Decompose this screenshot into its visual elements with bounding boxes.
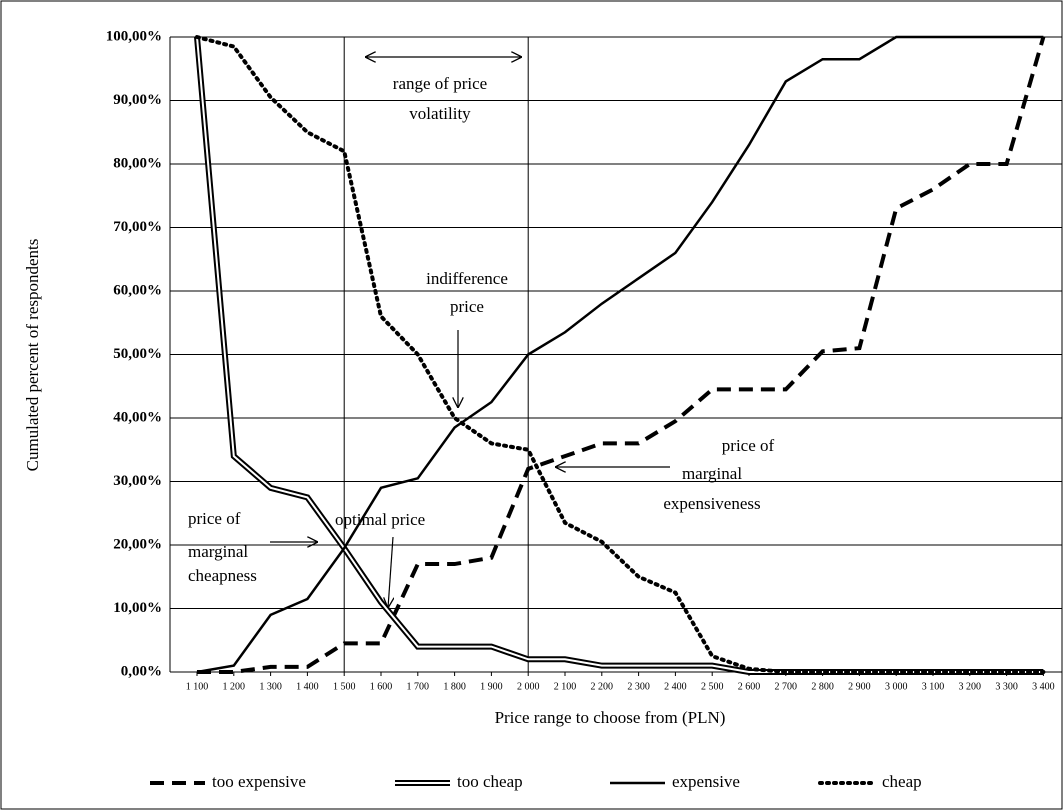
y-tick-label: 30,00% bbox=[113, 473, 162, 489]
x-tick-label: 2 700 bbox=[775, 681, 798, 692]
series-line bbox=[197, 36, 1046, 674]
annotation: price bbox=[450, 297, 484, 316]
annotation: range of price bbox=[393, 74, 487, 93]
annotation: expensiveness bbox=[663, 494, 760, 513]
x-tick-label: 3 000 bbox=[885, 681, 908, 692]
annotation: volatility bbox=[409, 104, 471, 123]
x-tick-label: 2 100 bbox=[554, 681, 577, 692]
y-tick-label: 0,00% bbox=[121, 663, 162, 679]
legend-label: cheap bbox=[882, 772, 922, 791]
x-tick-label: 2 500 bbox=[701, 681, 724, 692]
y-tick-label: 90,00% bbox=[113, 92, 162, 108]
y-tick-label: 10,00% bbox=[113, 600, 162, 616]
x-tick-label: 3 200 bbox=[959, 681, 982, 692]
x-tick-label: 2 400 bbox=[664, 681, 687, 692]
y-axis-label: Cumulated percent of respondents bbox=[23, 239, 42, 472]
x-tick-label: 1 100 bbox=[186, 681, 209, 692]
annotation: price of bbox=[188, 509, 241, 528]
annotation-arrow bbox=[388, 536, 393, 608]
x-tick-label: 3 300 bbox=[995, 681, 1018, 692]
series-line bbox=[195, 35, 1046, 674]
y-tick-label: 80,00% bbox=[113, 155, 162, 171]
y-tick-label: 60,00% bbox=[113, 282, 162, 298]
x-tick-label: 2 000 bbox=[517, 681, 540, 692]
x-tick-label: 1 900 bbox=[480, 681, 503, 692]
x-tick-label: 1 600 bbox=[370, 681, 393, 692]
legend-label: too cheap bbox=[457, 772, 523, 791]
annotation: optimal price bbox=[335, 510, 425, 529]
legend-label: too expensive bbox=[212, 772, 306, 791]
x-tick-label: 1 700 bbox=[407, 681, 430, 692]
series-line bbox=[196, 35, 1044, 674]
x-tick-label: 2 900 bbox=[848, 681, 871, 692]
x-tick-label: 1 200 bbox=[223, 681, 246, 692]
annotation: marginal bbox=[682, 464, 742, 483]
x-tick-label: 3 100 bbox=[922, 681, 945, 692]
legend-label: expensive bbox=[672, 772, 740, 791]
annotation: cheapness bbox=[188, 566, 257, 585]
x-tick-label: 2 300 bbox=[627, 681, 650, 692]
y-tick-label: 40,00% bbox=[113, 409, 162, 425]
annotation: price of bbox=[722, 436, 775, 455]
y-tick-label: 70,00% bbox=[113, 219, 162, 235]
y-tick-label: 20,00% bbox=[113, 536, 162, 552]
annotation: marginal bbox=[188, 542, 248, 561]
x-tick-label: 2 800 bbox=[811, 681, 834, 692]
annotation: indifference bbox=[426, 269, 508, 288]
x-axis-label: Price range to choose from (PLN) bbox=[495, 708, 726, 727]
x-tick-label: 2 600 bbox=[738, 681, 761, 692]
x-tick-label: 1 800 bbox=[443, 681, 466, 692]
y-tick-label: 50,00% bbox=[113, 346, 162, 362]
x-tick-label: 1 400 bbox=[296, 681, 319, 692]
x-tick-label: 3 400 bbox=[1032, 681, 1055, 692]
x-tick-label: 1 300 bbox=[259, 681, 282, 692]
x-tick-label: 2 200 bbox=[591, 681, 614, 692]
x-tick-label: 1 500 bbox=[333, 681, 356, 692]
y-tick-label: 100,00% bbox=[106, 28, 162, 44]
